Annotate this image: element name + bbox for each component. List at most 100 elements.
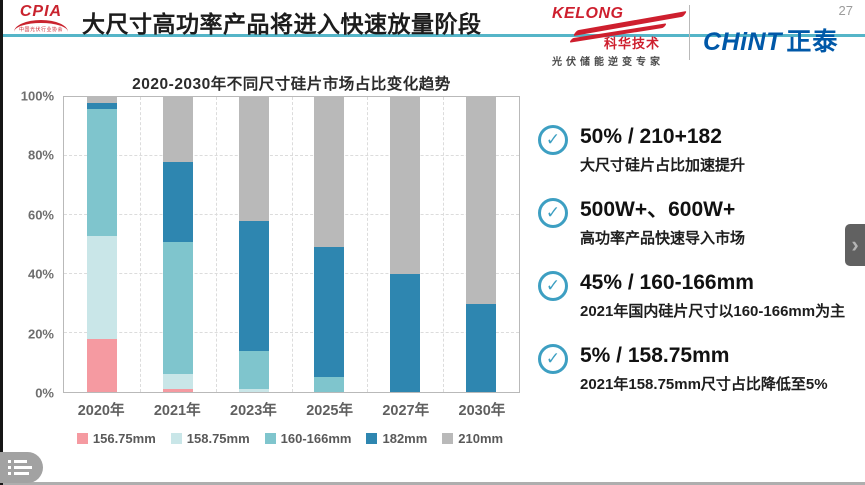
list-icon xyxy=(8,472,43,475)
stacked-bar-2021年 xyxy=(162,97,193,392)
bar-segment-156.75mm xyxy=(162,389,193,392)
bullet-headline: 50% / 210+182 xyxy=(580,125,722,148)
bar-segment-210mm xyxy=(466,97,497,304)
x-axis-tick: 2030年 xyxy=(458,403,506,419)
bullet-item: ✓ 500W+、600W+ 高功率产品快速导入市场 xyxy=(538,196,863,248)
bullet-panel: ✓ 50% / 210+182 大尺寸硅片占比加速提升 ✓ 500W+、600W… xyxy=(538,123,863,394)
bar-segment-160-166mm xyxy=(86,108,117,236)
x-axis-tick: 2023年 xyxy=(230,403,277,419)
bar-segment-182mm xyxy=(86,102,117,109)
bullet-subtext: 2021年国内硅片尺寸以160-166mm为主 xyxy=(580,303,846,320)
bar-segment-182mm xyxy=(238,220,269,351)
bar-segment-210mm xyxy=(162,97,193,162)
chint-wordmark-cn: 正泰 xyxy=(786,28,839,56)
bar-segment-158.75mm xyxy=(238,389,269,392)
bar-segment-160-166mm xyxy=(314,377,345,392)
slide-bottom-edge xyxy=(0,482,865,485)
legend-swatch-icon xyxy=(76,433,88,444)
check-circle-icon: ✓ xyxy=(538,344,568,374)
bullet-subtext: 高功率产品快速导入市场 xyxy=(580,230,746,247)
legend-label: 156.75mm xyxy=(92,431,156,446)
check-circle-icon: ✓ xyxy=(538,271,568,301)
stacked-bar-2030年 xyxy=(466,97,497,392)
gridline-vertical xyxy=(215,97,217,392)
chart-legend: 156.75mm 158.75mm 160-166mm 182mm 210mm xyxy=(55,431,525,446)
bullet-item: ✓ 50% / 210+182 大尺寸硅片占比加速提升 xyxy=(538,123,863,175)
y-axis-tick: 20% xyxy=(27,326,54,342)
legend-label: 210mm xyxy=(458,431,504,446)
x-axis-tick: 2021年 xyxy=(153,403,201,419)
bullet-headline: 5% / 158.75mm xyxy=(580,344,730,367)
stacked-bar-2023年 xyxy=(238,97,269,392)
chevron-right-icon: › xyxy=(851,232,859,257)
bullet-item: ✓ 5% / 158.75mm 2021年158.75mm尺寸占比降低至5% xyxy=(538,342,863,394)
x-axis-tick: 2020年 xyxy=(77,403,125,419)
stacked-bar-2025年 xyxy=(314,97,345,392)
bar-segment-182mm xyxy=(314,247,345,378)
bar-segment-160-166mm xyxy=(238,350,269,390)
page-title: 大尺寸高功率产品将进入快速放量阶段 xyxy=(82,11,482,37)
kelong-wordmark: KELONG xyxy=(552,5,624,22)
bar-segment-210mm xyxy=(314,97,345,248)
kelong-logo: KELONG 科华技术 光伏储能逆变专家 xyxy=(552,5,688,68)
legend-label: 182mm xyxy=(382,431,428,446)
cpia-logo-text: CPIA xyxy=(19,3,63,20)
kelong-tagline: 光伏储能逆变专家 xyxy=(552,57,664,68)
legend-swatch-icon xyxy=(366,433,378,444)
cpia-logo-arc xyxy=(14,20,68,32)
chart-title: 2020-2030年不同尺寸硅片市场占比变化趋势 xyxy=(132,76,451,93)
gridline-vertical xyxy=(291,97,293,392)
cpia-logo-subtext: 中国光伏行业协会 xyxy=(18,27,63,33)
list-icon xyxy=(8,460,43,463)
cpia-logo: CPIA 中国光伏行业协会 xyxy=(10,3,72,33)
bar-segment-158.75mm xyxy=(86,235,117,339)
legend-item: 182mm xyxy=(366,431,427,446)
gridline-vertical xyxy=(443,97,445,392)
y-axis-tick: 0% xyxy=(35,385,54,401)
slide-left-edge xyxy=(0,0,3,485)
legend-label: 160-166mm xyxy=(280,431,352,446)
bar-segment-210mm xyxy=(390,97,421,274)
bar-segment-182mm xyxy=(390,274,421,392)
bullet-subtext: 2021年158.75mm尺寸占比降低至5% xyxy=(580,376,828,393)
y-axis-tick: 60% xyxy=(27,207,54,223)
kelong-cn-name: 科华技术 xyxy=(604,36,661,51)
stacked-bar-2020年 xyxy=(86,97,117,392)
legend-item: 210mm xyxy=(442,431,503,446)
next-slide-button[interactable]: › xyxy=(845,224,865,266)
bullet-headline: 500W+、600W+ xyxy=(580,198,736,221)
y-axis-tick: 100% xyxy=(20,88,54,104)
legend-swatch-icon xyxy=(442,433,454,444)
y-axis-tick: 40% xyxy=(27,266,54,282)
gridline-vertical xyxy=(367,97,369,392)
x-axis-tick: 2027年 xyxy=(382,403,430,419)
legend-item: 156.75mm xyxy=(76,431,156,446)
bullet-item: ✓ 45% / 160-166mm 2021年国内硅片尺寸以160-166mm为… xyxy=(538,269,863,321)
page-number: 27 xyxy=(838,3,853,18)
header-accent-line xyxy=(0,34,865,37)
chart-x-axis: 2020年 2021年 2023年 2025年 2027年 2030年 xyxy=(63,399,520,419)
bar-segment-158.75mm xyxy=(162,374,193,390)
bar-segment-156.75mm xyxy=(86,338,117,392)
check-circle-icon: ✓ xyxy=(538,125,568,155)
bar-segment-160-166mm xyxy=(162,241,193,375)
list-icon xyxy=(8,466,43,469)
legend-label: 158.75mm xyxy=(186,431,250,446)
logo-divider xyxy=(689,5,690,60)
legend-item: 158.75mm xyxy=(170,431,250,446)
chart-plot xyxy=(63,96,520,393)
bar-segment-182mm xyxy=(466,303,497,392)
legend-item: 160-166mm xyxy=(264,431,352,446)
y-axis-tick: 80% xyxy=(27,147,54,163)
stacked-bar-2027年 xyxy=(390,97,421,392)
legend-swatch-icon xyxy=(264,433,276,444)
bullet-headline: 45% / 160-166mm xyxy=(580,271,754,294)
outline-button[interactable] xyxy=(0,452,43,483)
chint-wordmark-en: CHiNT xyxy=(703,28,782,56)
bar-segment-182mm xyxy=(162,161,193,242)
check-circle-icon: ✓ xyxy=(538,198,568,228)
legend-swatch-icon xyxy=(170,433,182,444)
bar-segment-210mm xyxy=(86,97,117,103)
gridline-vertical xyxy=(139,97,141,392)
chint-logo: CHiNT 正泰 xyxy=(703,22,838,58)
